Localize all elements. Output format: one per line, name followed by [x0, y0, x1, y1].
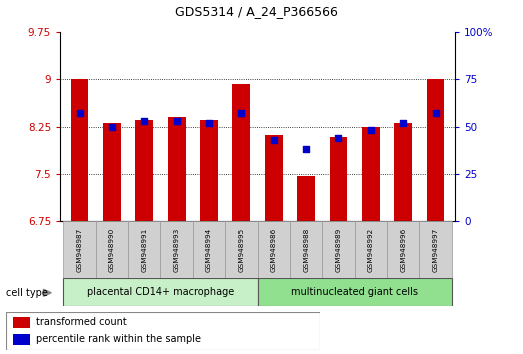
Bar — [63, 278, 258, 306]
Bar — [103, 124, 121, 221]
Bar — [290, 221, 322, 278]
Bar — [427, 79, 445, 221]
Text: GSM948991: GSM948991 — [141, 227, 147, 272]
Bar — [297, 176, 315, 221]
Polygon shape — [43, 289, 51, 296]
Bar — [168, 117, 186, 221]
Text: GSM948996: GSM948996 — [400, 227, 406, 272]
Bar — [394, 124, 412, 221]
Bar — [265, 135, 282, 221]
Bar — [225, 221, 258, 278]
Text: GSM948988: GSM948988 — [303, 227, 309, 272]
Bar — [355, 221, 387, 278]
Point — [75, 110, 84, 116]
Point — [431, 110, 440, 116]
Bar — [257, 278, 452, 306]
Text: transformed count: transformed count — [36, 318, 127, 327]
Point — [237, 110, 246, 116]
Point — [399, 120, 407, 126]
Text: multinucleated giant cells: multinucleated giant cells — [291, 287, 418, 297]
Bar — [96, 221, 128, 278]
Bar — [387, 221, 419, 278]
Text: GSM948986: GSM948986 — [271, 227, 277, 272]
Text: GSM948994: GSM948994 — [206, 227, 212, 272]
Point — [205, 120, 213, 126]
Text: GSM948990: GSM948990 — [109, 227, 115, 272]
Text: placental CD14+ macrophage: placental CD14+ macrophage — [87, 287, 234, 297]
Point — [173, 118, 181, 124]
Text: GSM948987: GSM948987 — [76, 227, 83, 272]
Point — [140, 118, 149, 124]
Point — [334, 135, 343, 141]
Text: GSM948993: GSM948993 — [174, 227, 180, 272]
Bar — [13, 318, 30, 328]
Text: GSM948997: GSM948997 — [433, 227, 439, 272]
Bar — [257, 221, 290, 278]
Text: GSM948989: GSM948989 — [335, 227, 342, 272]
Text: cell type: cell type — [6, 288, 48, 298]
Bar — [362, 127, 380, 221]
Point — [367, 127, 375, 133]
Bar — [71, 79, 88, 221]
Text: GSM948995: GSM948995 — [238, 227, 244, 272]
Text: percentile rank within the sample: percentile rank within the sample — [36, 334, 201, 344]
Bar — [200, 120, 218, 221]
Bar — [63, 221, 96, 278]
Bar — [419, 221, 452, 278]
Text: GSM948992: GSM948992 — [368, 227, 374, 272]
Point — [108, 124, 116, 129]
Bar — [128, 221, 161, 278]
Bar — [329, 137, 347, 221]
Bar — [161, 221, 193, 278]
Point — [269, 137, 278, 143]
Bar — [322, 221, 355, 278]
Text: GDS5314 / A_24_P366566: GDS5314 / A_24_P366566 — [175, 5, 338, 18]
Bar — [135, 120, 153, 221]
Bar — [193, 221, 225, 278]
Bar — [13, 334, 30, 345]
Point — [302, 147, 310, 152]
Bar — [233, 84, 251, 221]
